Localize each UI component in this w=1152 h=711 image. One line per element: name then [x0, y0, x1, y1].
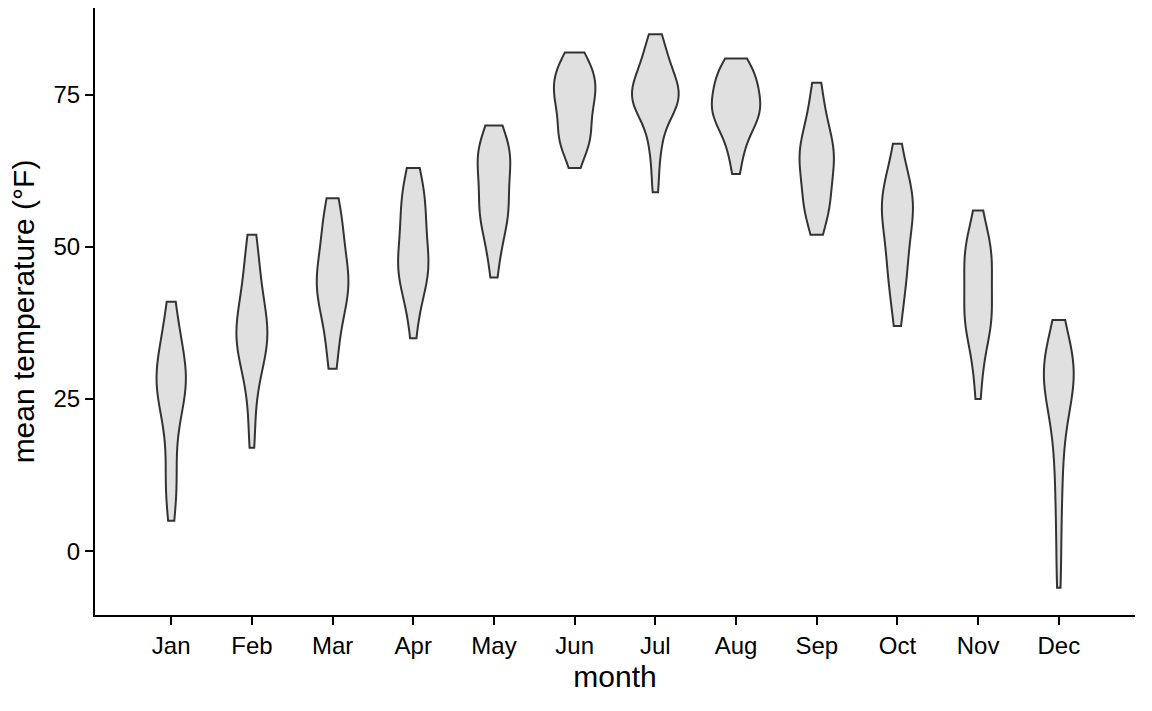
- svg-text:Aug: Aug: [715, 632, 758, 659]
- svg-text:75: 75: [53, 81, 80, 108]
- svg-text:May: May: [471, 632, 516, 659]
- svg-text:25: 25: [53, 385, 80, 412]
- svg-text:50: 50: [53, 233, 80, 260]
- svg-text:0: 0: [67, 538, 80, 565]
- svg-text:Feb: Feb: [231, 632, 272, 659]
- svg-text:month: month: [573, 660, 656, 693]
- svg-text:Nov: Nov: [957, 632, 1000, 659]
- svg-text:Mar: Mar: [312, 632, 353, 659]
- svg-text:Dec: Dec: [1037, 632, 1080, 659]
- svg-text:Jul: Jul: [640, 632, 671, 659]
- svg-text:Sep: Sep: [795, 632, 838, 659]
- svg-text:Apr: Apr: [395, 632, 432, 659]
- svg-text:Oct: Oct: [879, 632, 917, 659]
- svg-text:Jun: Jun: [555, 632, 594, 659]
- svg-text:Jan: Jan: [152, 632, 191, 659]
- svg-text:mean temperature (°F): mean temperature (°F): [7, 160, 40, 464]
